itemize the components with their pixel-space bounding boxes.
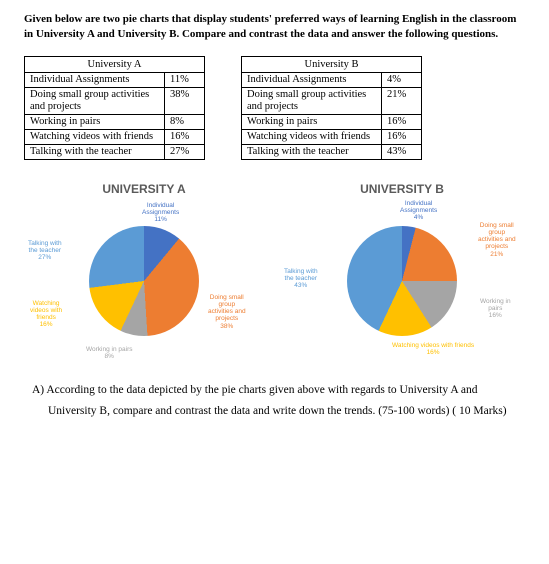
table-a-title: University A <box>25 56 205 72</box>
slice-label: Talking withthe teacher43% <box>284 268 318 289</box>
table-b-title: University B <box>242 56 422 72</box>
table-row: Talking with the teacher43% <box>242 145 422 160</box>
tables-row: University A Individual Assignments11% D… <box>24 56 525 160</box>
charts-row: UNIVERSITY A IndividualAssignments11% Doi… <box>24 182 525 358</box>
cell-label: Doing small group activities and project… <box>242 87 382 114</box>
table-row: Working in pairs16% <box>242 114 422 129</box>
table-row: Talking with the teacher27% <box>25 145 205 160</box>
cell-label: Working in pairs <box>242 114 382 129</box>
chart-b-title: UNIVERSITY B <box>282 182 522 196</box>
table-row: Individual Assignments4% <box>242 72 422 87</box>
slice-label: IndividualAssignments11% <box>142 202 179 223</box>
cell-label: Working in pairs <box>25 114 165 129</box>
slice-label: Working in pairs8% <box>86 346 132 360</box>
cell-label: Watching videos with friends <box>25 129 165 144</box>
table-row: Doing small group activities and project… <box>25 87 205 114</box>
slice-label: Watchingvideos withfriends16% <box>30 300 62 329</box>
pie-chart-a: UNIVERSITY A IndividualAssignments11% Doi… <box>24 182 264 358</box>
cell-value: 16% <box>382 129 422 144</box>
cell-value: 38% <box>165 87 205 114</box>
cell-label: Talking with the teacher <box>242 145 382 160</box>
table-row: Watching videos with friends16% <box>242 129 422 144</box>
cell-value: 16% <box>382 114 422 129</box>
chart-a-title: UNIVERSITY A <box>24 182 264 196</box>
cell-label: Individual Assignments <box>25 72 165 87</box>
table-row: Individual Assignments11% <box>25 72 205 87</box>
cell-label: Watching videos with friends <box>242 129 382 144</box>
slice-label: Talking withthe teacher27% <box>28 240 62 261</box>
question-a: A) According to the data depicted by the… <box>24 380 525 421</box>
intro-text: Given below are two pie charts that disp… <box>24 12 525 42</box>
cell-value: 43% <box>382 145 422 160</box>
slice-label: Watching videos with friends16% <box>392 342 474 356</box>
cell-value: 8% <box>165 114 205 129</box>
pie-a <box>89 226 199 336</box>
table-row: Doing small group activities and project… <box>242 87 422 114</box>
table-row: Working in pairs8% <box>25 114 205 129</box>
cell-value: 21% <box>382 87 422 114</box>
chart-b-area: IndividualAssignments4% Doing smallgroupa… <box>282 198 522 358</box>
slice-label: Doing smallgroupactivities andprojects21… <box>478 222 516 258</box>
pie-chart-b: UNIVERSITY B IndividualAssignments4% Doin… <box>282 182 522 358</box>
table-university-a: University A Individual Assignments11% D… <box>24 56 205 160</box>
cell-label: Doing small group activities and project… <box>25 87 165 114</box>
cell-label: Individual Assignments <box>242 72 382 87</box>
cell-value: 4% <box>382 72 422 87</box>
cell-label: Talking with the teacher <box>25 145 165 160</box>
slice-label: IndividualAssignments4% <box>400 200 437 221</box>
table-university-b: University B Individual Assignments4% Do… <box>241 56 422 160</box>
cell-value: 27% <box>165 145 205 160</box>
slice-label: Working inpairs16% <box>480 298 511 319</box>
pie-b <box>347 226 457 336</box>
chart-a-area: IndividualAssignments11% Doing smallgroup… <box>24 198 264 358</box>
slice-label: Doing smallgroupactivities andprojects38… <box>208 294 246 330</box>
cell-value: 16% <box>165 129 205 144</box>
table-row: Watching videos with friends16% <box>25 129 205 144</box>
cell-value: 11% <box>165 72 205 87</box>
